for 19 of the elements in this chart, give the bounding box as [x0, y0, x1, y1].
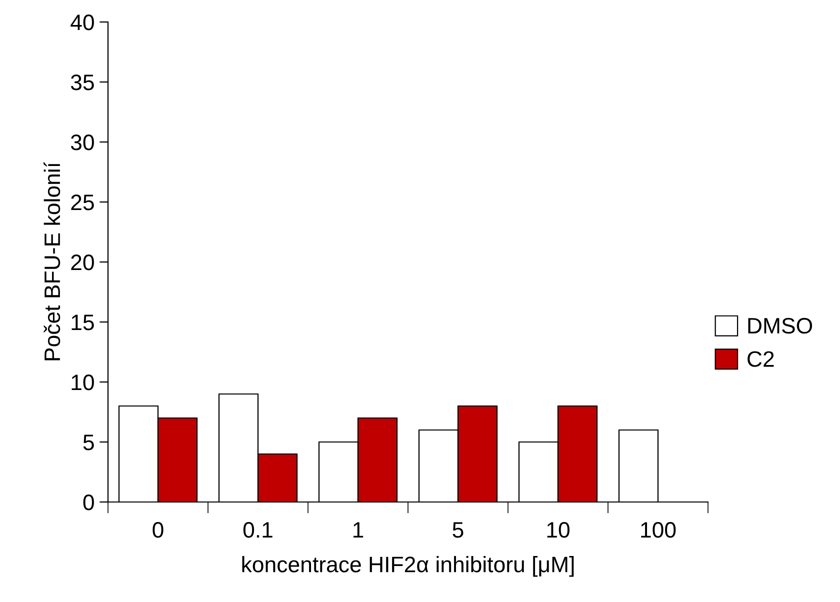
legend-label: C2	[748, 351, 774, 367]
x-tick-label: 5	[452, 522, 464, 538]
y-tick-label: 15	[72, 314, 94, 330]
y-axis-title: Počet BFU-E kolonií	[44, 162, 60, 360]
legend-label: DMSO	[748, 318, 812, 334]
y-tick-label: 40	[70, 14, 94, 30]
y-tick-label: 25	[71, 194, 94, 210]
x-tick-label: 100	[641, 522, 676, 538]
x-tick-label: 1	[354, 522, 364, 538]
x-axis-title: koncentrace HIF2α inhibitoru [μM]	[242, 556, 574, 577]
x-tick-label: 0.1	[243, 522, 272, 538]
x-tick-label: 10	[547, 522, 570, 538]
y-tick-label: 20	[71, 254, 94, 270]
y-tick-label: 35	[70, 74, 94, 90]
y-tick-label: 5	[83, 434, 94, 450]
y-tick-label: 10	[72, 374, 94, 390]
x-tick-label: 0	[152, 522, 164, 538]
y-tick-label: 0	[83, 494, 94, 510]
y-tick-label: 30	[70, 134, 94, 150]
